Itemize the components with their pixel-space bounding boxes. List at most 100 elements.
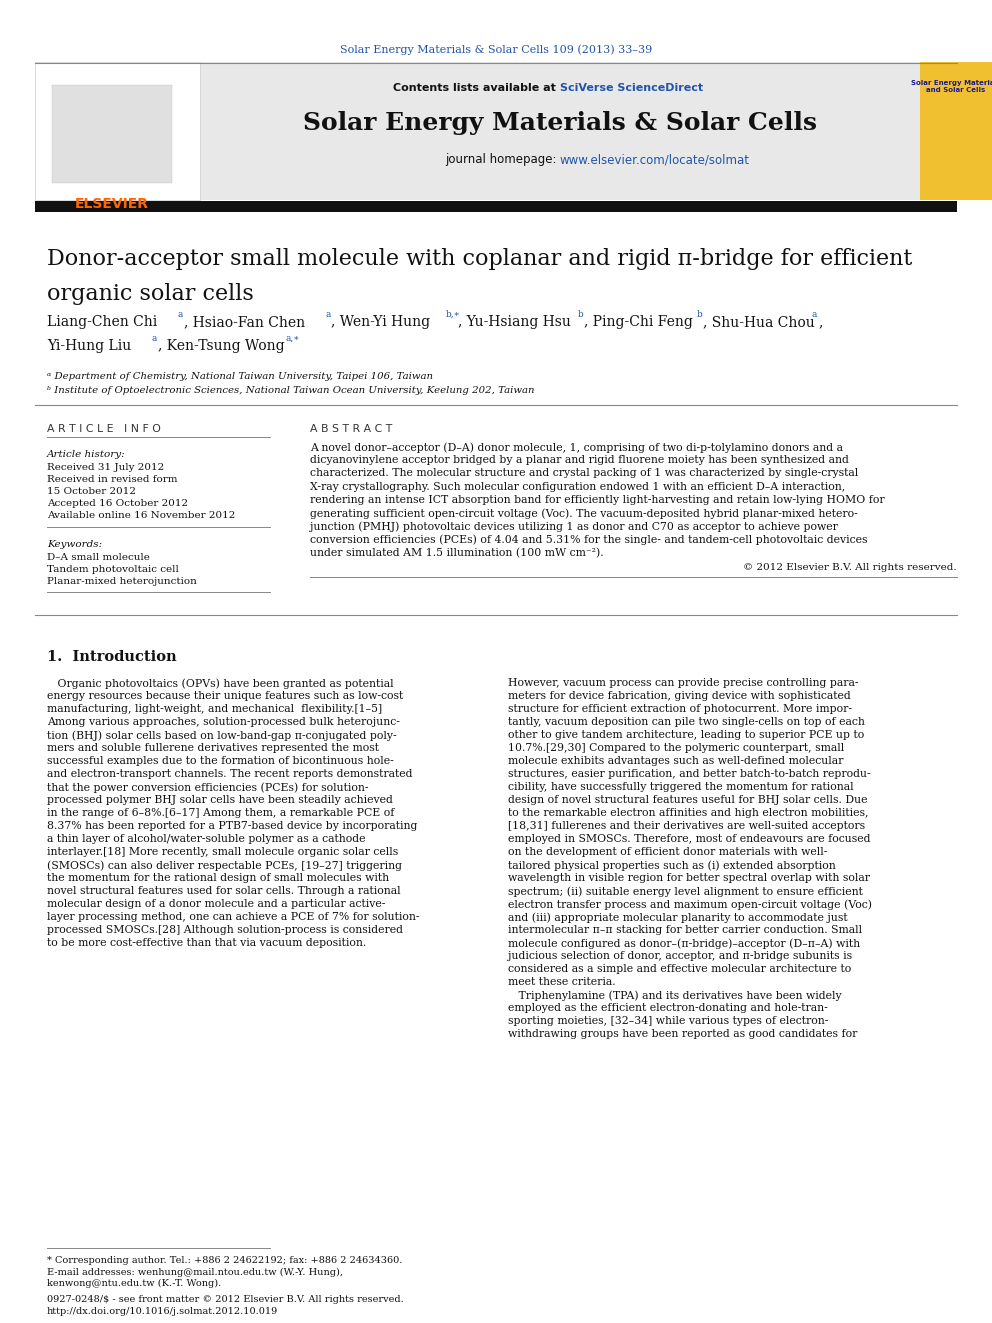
Bar — [200, 62, 920, 200]
Text: generating sufficient open-circuit voltage (Voc). The vacuum-deposited hybrid pl: generating sufficient open-circuit volta… — [310, 508, 858, 519]
Text: , Wen-Yi Hung: , Wen-Yi Hung — [331, 315, 431, 329]
Text: employed as the efficient electron-donating and hole-tran-: employed as the efficient electron-donat… — [508, 1003, 827, 1013]
Text: the momentum for the rational design of small molecules with: the momentum for the rational design of … — [47, 873, 389, 882]
Text: Tandem photovoltaic cell: Tandem photovoltaic cell — [47, 565, 179, 574]
Text: a: a — [178, 310, 184, 319]
Text: meters for device fabrication, giving device with sophisticated: meters for device fabrication, giving de… — [508, 691, 851, 701]
Text: A B S T R A C T: A B S T R A C T — [310, 423, 392, 434]
Text: withdrawing groups have been reported as good candidates for: withdrawing groups have been reported as… — [508, 1029, 857, 1039]
Text: , Ping-Chi Feng: , Ping-Chi Feng — [584, 315, 692, 329]
Text: b: b — [697, 310, 702, 319]
Text: a: a — [812, 310, 817, 319]
Text: processed SMOSCs.[28] Although solution-process is considered: processed SMOSCs.[28] Although solution-… — [47, 925, 403, 935]
Text: a,∗: a,∗ — [286, 333, 301, 343]
Text: 15 October 2012: 15 October 2012 — [47, 487, 136, 496]
Text: Received 31 July 2012: Received 31 July 2012 — [47, 463, 165, 472]
Text: ,: , — [818, 315, 822, 329]
Text: that the power conversion efficiencies (PCEs) for solution-: that the power conversion efficiencies (… — [47, 782, 368, 792]
Text: b: b — [578, 310, 583, 319]
Text: manufacturing, light-weight, and mechanical  flexibility.[1–5]: manufacturing, light-weight, and mechani… — [47, 704, 382, 714]
Text: organic solar cells: organic solar cells — [47, 283, 254, 306]
Text: judicious selection of donor, acceptor, and π-bridge subunits is: judicious selection of donor, acceptor, … — [508, 951, 852, 960]
Text: Donor-acceptor small molecule with coplanar and rigid π-bridge for efficient: Donor-acceptor small molecule with copla… — [47, 247, 913, 270]
Text: to the remarkable electron affinities and high electron mobilities,: to the remarkable electron affinities an… — [508, 808, 869, 818]
Text: conversion efficiencies (PCEs) of 4.04 and 5.31% for the single- and tandem-cell: conversion efficiencies (PCEs) of 4.04 a… — [310, 534, 867, 545]
Text: energy resources because their unique features such as low-cost: energy resources because their unique fe… — [47, 691, 404, 701]
Text: and (iii) appropriate molecular planarity to accommodate just: and (iii) appropriate molecular planarit… — [508, 912, 847, 922]
Text: Solar Energy Materials & Solar Cells 109 (2013) 33–39: Solar Energy Materials & Solar Cells 109… — [340, 45, 652, 56]
Text: under simulated AM 1.5 illumination (100 mW cm⁻²).: under simulated AM 1.5 illumination (100… — [310, 548, 603, 558]
Text: to be more cost-effective than that via vacuum deposition.: to be more cost-effective than that via … — [47, 938, 366, 949]
Text: ᵅ Department of Chemistry, National Taiwan University, Taipei 106, Taiwan: ᵅ Department of Chemistry, National Taiw… — [47, 372, 433, 381]
Text: Solar Energy Materials
and Solar Cells: Solar Energy Materials and Solar Cells — [911, 79, 992, 93]
Text: processed polymer BHJ solar cells have been steadily achieved: processed polymer BHJ solar cells have b… — [47, 795, 393, 804]
Text: Accepted 16 October 2012: Accepted 16 October 2012 — [47, 499, 188, 508]
Text: http://dx.doi.org/10.1016/j.solmat.2012.10.019: http://dx.doi.org/10.1016/j.solmat.2012.… — [47, 1307, 278, 1316]
Text: molecule exhibits advantages such as well-defined molecular: molecule exhibits advantages such as wel… — [508, 755, 843, 766]
Text: 8.37% has been reported for a PTB7-based device by incorporating: 8.37% has been reported for a PTB7-based… — [47, 822, 418, 831]
Text: , Shu-Hua Chou: , Shu-Hua Chou — [703, 315, 814, 329]
Text: Liang-Chen Chi: Liang-Chen Chi — [47, 315, 158, 329]
Text: sporting moieties, [32–34] while various types of electron-: sporting moieties, [32–34] while various… — [508, 1016, 828, 1027]
Text: ELSEVIER: ELSEVIER — [75, 197, 149, 210]
Text: a: a — [152, 333, 158, 343]
Bar — [35, 201, 957, 212]
Text: A R T I C L E   I N F O: A R T I C L E I N F O — [47, 423, 161, 434]
Text: other to give tandem architecture, leading to superior PCE up to: other to give tandem architecture, leadi… — [508, 730, 864, 740]
Bar — [35, 62, 200, 200]
Text: ᵇ Institute of Optoelectronic Sciences, National Taiwan Ocean University, Keelun: ᵇ Institute of Optoelectronic Sciences, … — [47, 386, 535, 396]
Text: tailored physical properties such as (i) extended absorption: tailored physical properties such as (i)… — [508, 860, 835, 871]
Text: tion (BHJ) solar cells based on low-band-gap π-conjugated poly-: tion (BHJ) solar cells based on low-band… — [47, 730, 397, 741]
Text: cibility, have successfully triggered the momentum for rational: cibility, have successfully triggered th… — [508, 782, 854, 792]
Text: , Yu-Hsiang Hsu: , Yu-Hsiang Hsu — [458, 315, 570, 329]
Text: www.elsevier.com/locate/solmat: www.elsevier.com/locate/solmat — [560, 153, 750, 167]
Text: Keywords:: Keywords: — [47, 540, 102, 549]
Text: * Corresponding author. Tel.: +886 2 24622192; fax: +886 2 24634360.: * Corresponding author. Tel.: +886 2 246… — [47, 1256, 403, 1265]
Text: A novel donor–acceptor (D–A) donor molecule, 1, comprising of two di-p-tolylamin: A novel donor–acceptor (D–A) donor molec… — [310, 442, 843, 452]
Text: Yi-Hung Liu: Yi-Hung Liu — [47, 339, 131, 353]
Text: characterized. The molecular structure and crystal packing of 1 was characterize: characterized. The molecular structure a… — [310, 468, 858, 479]
Text: successful examples due to the formation of bicontinuous hole-: successful examples due to the formation… — [47, 755, 394, 766]
Bar — [920, 62, 992, 200]
Text: in the range of 6–8%.[6–17] Among them, a remarkable PCE of: in the range of 6–8%.[6–17] Among them, … — [47, 808, 395, 818]
Text: Among various approaches, solution-processed bulk heterojunc-: Among various approaches, solution-proce… — [47, 717, 400, 728]
Text: structure for efficient extraction of photocurrent. More impor-: structure for efficient extraction of ph… — [508, 704, 852, 714]
Text: structures, easier purification, and better batch-to-batch reprodu-: structures, easier purification, and bet… — [508, 769, 871, 779]
Text: Received in revised form: Received in revised form — [47, 475, 178, 484]
Text: a: a — [325, 310, 330, 319]
Text: SciVerse ScienceDirect: SciVerse ScienceDirect — [560, 83, 703, 93]
Text: tantly, vacuum deposition can pile two single-cells on top of each: tantly, vacuum deposition can pile two s… — [508, 717, 865, 728]
Text: journal homepage:: journal homepage: — [444, 153, 560, 167]
Text: spectrum; (ii) suitable energy level alignment to ensure efficient: spectrum; (ii) suitable energy level ali… — [508, 886, 863, 897]
Text: 10.7%.[29,30] Compared to the polymeric counterpart, small: 10.7%.[29,30] Compared to the polymeric … — [508, 744, 844, 753]
Text: dicyanovinylene acceptor bridged by a planar and rigid fluorene moiety has been : dicyanovinylene acceptor bridged by a pl… — [310, 455, 849, 466]
Text: meet these criteria.: meet these criteria. — [508, 976, 616, 987]
Text: kenwong@ntu.edu.tw (K.-T. Wong).: kenwong@ntu.edu.tw (K.-T. Wong). — [47, 1279, 221, 1289]
Text: junction (PMHJ) photovoltaic devices utilizing 1 as donor and C70 as acceptor to: junction (PMHJ) photovoltaic devices uti… — [310, 521, 838, 532]
Text: electron transfer process and maximum open-circuit voltage (Voc): electron transfer process and maximum op… — [508, 900, 872, 910]
Text: a thin layer of alcohol/water-soluble polymer as a cathode: a thin layer of alcohol/water-soluble po… — [47, 833, 365, 844]
Text: novel structural features used for solar cells. Through a rational: novel structural features used for solar… — [47, 886, 401, 896]
Text: Triphenylamine (TPA) and its derivatives have been widely: Triphenylamine (TPA) and its derivatives… — [508, 990, 841, 1000]
Text: Planar-mixed heterojunction: Planar-mixed heterojunction — [47, 577, 196, 586]
Text: rendering an intense ICT absorption band for efficiently light-harvesting and re: rendering an intense ICT absorption band… — [310, 495, 885, 505]
Text: © 2012 Elsevier B.V. All rights reserved.: © 2012 Elsevier B.V. All rights reserved… — [743, 562, 957, 572]
Text: [18,31] fullerenes and their derivatives are well-suited acceptors: [18,31] fullerenes and their derivatives… — [508, 822, 865, 831]
Text: wavelength in visible region for better spectral overlap with solar: wavelength in visible region for better … — [508, 873, 870, 882]
Text: on the development of efficient donor materials with well-: on the development of efficient donor ma… — [508, 847, 827, 857]
Text: design of novel structural features useful for BHJ solar cells. Due: design of novel structural features usef… — [508, 795, 867, 804]
Text: 1.  Introduction: 1. Introduction — [47, 650, 177, 664]
Text: However, vacuum process can provide precise controlling para-: However, vacuum process can provide prec… — [508, 677, 858, 688]
Text: (SMOSCs) can also deliver respectable PCEs, [19–27] triggering: (SMOSCs) can also deliver respectable PC… — [47, 860, 402, 871]
Text: Available online 16 November 2012: Available online 16 November 2012 — [47, 511, 235, 520]
Text: and electron-transport channels. The recent reports demonstrated: and electron-transport channels. The rec… — [47, 769, 413, 779]
Text: interlayer.[18] More recently, small molecule organic solar cells: interlayer.[18] More recently, small mol… — [47, 847, 398, 857]
Text: molecule configured as donor–(π-bridge)–acceptor (D–π–A) with: molecule configured as donor–(π-bridge)–… — [508, 938, 860, 949]
Text: Organic photovoltaics (OPVs) have been granted as potential: Organic photovoltaics (OPVs) have been g… — [47, 677, 394, 688]
Text: employed in SMOSCs. Therefore, most of endeavours are focused: employed in SMOSCs. Therefore, most of e… — [508, 833, 871, 844]
Text: X-ray crystallography. Such molecular configuration endowed 1 with an efficient : X-ray crystallography. Such molecular co… — [310, 482, 845, 492]
Text: Article history:: Article history: — [47, 450, 126, 459]
Text: , Hsiao-Fan Chen: , Hsiao-Fan Chen — [184, 315, 306, 329]
Text: considered as a simple and effective molecular architecture to: considered as a simple and effective mol… — [508, 964, 851, 974]
Text: 0927-0248/$ - see front matter © 2012 Elsevier B.V. All rights reserved.: 0927-0248/$ - see front matter © 2012 El… — [47, 1295, 404, 1304]
